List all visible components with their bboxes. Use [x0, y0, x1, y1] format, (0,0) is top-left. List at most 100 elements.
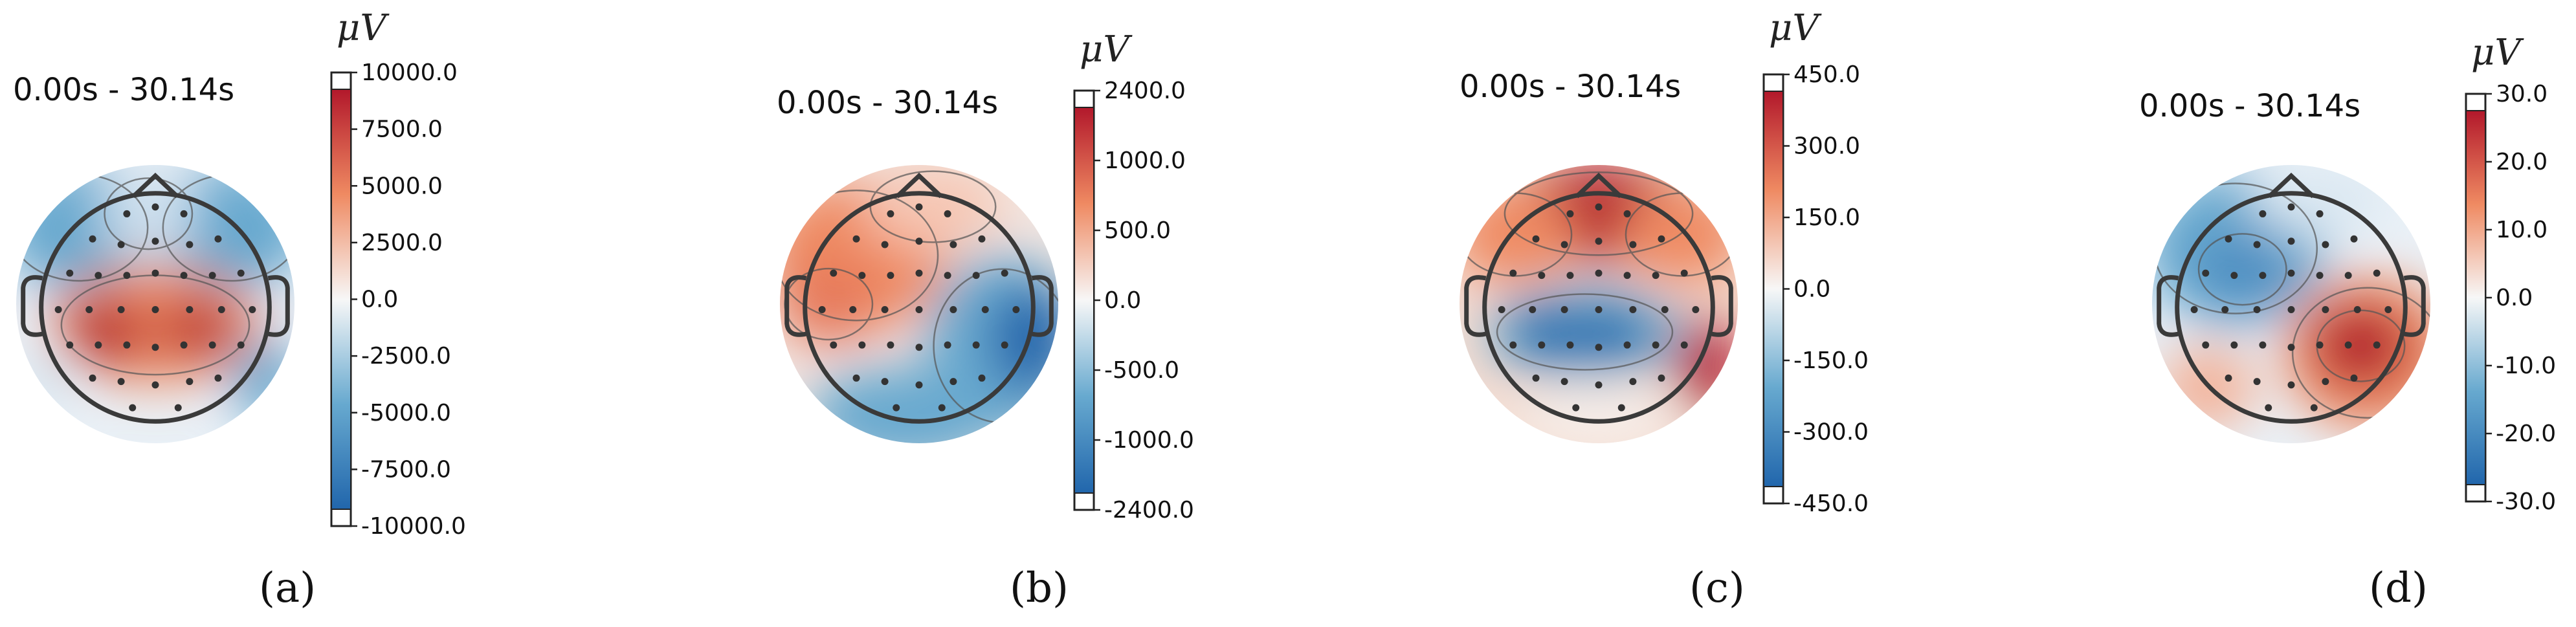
sensor-dot [944, 272, 951, 280]
sensor-dot [1498, 306, 1505, 314]
colorbar: 10000.0 7500.0 5000.0 2500.0 0.0 -2500.0 -5000… [330, 60, 466, 540]
sensor-dot [2287, 203, 2295, 211]
time-range-label: 0.00s - 30.14s [2139, 88, 2360, 124]
sensor-dot [1595, 381, 1603, 389]
sensor-dot [2259, 341, 2267, 349]
sensor-dot [1560, 378, 1568, 386]
sensor-dot [237, 341, 245, 349]
sensor-dot [915, 381, 923, 389]
sensor-dot [151, 203, 159, 211]
sensor-dot [1509, 341, 1517, 349]
sensor-dot [893, 404, 900, 412]
sensor-dot [852, 235, 860, 243]
sensor-dot [978, 374, 986, 382]
panel-label: (a) [259, 564, 316, 612]
sensor-dot [978, 235, 986, 243]
sensor-dot [2225, 235, 2232, 243]
sensor-dot [1566, 210, 1574, 217]
sensor-dot [858, 272, 866, 280]
sensor-dot [1529, 306, 1537, 314]
topomap-panel-b: 0.00s - 30.14s μV 2400.0 1000.0 500.0 0.0 -500… [777, 28, 1194, 612]
sensor-dot [915, 203, 923, 211]
sensor-dot [174, 404, 182, 412]
head-outline [1464, 172, 1733, 424]
right-ear-outline [1711, 275, 1733, 337]
sensor-dot [2253, 241, 2261, 248]
potential-region [16, 353, 72, 409]
panel-label: (c) [1689, 564, 1745, 612]
sensor-dots [818, 203, 1020, 412]
sensor-dot [915, 344, 923, 351]
sensor-dot [1538, 341, 1546, 349]
colorbar-tick-label: 500.0 [1104, 217, 1171, 244]
sensor-dot [887, 210, 894, 217]
colorbar: 30.0 20.0 10.0 0.0 -10.0 -20.0 -30.0 [2465, 81, 2556, 515]
sensor-dot [2265, 404, 2272, 412]
colorbar-tick-label: 10.0 [2496, 217, 2548, 243]
sensor-dot [1617, 404, 1625, 412]
sensor-dot [818, 306, 826, 314]
left-ear-outline [21, 275, 43, 337]
right-ear-outline [1031, 275, 1054, 337]
sensor-dot [2350, 235, 2358, 243]
sensor-dot [1692, 306, 1700, 314]
sensor-dot [217, 306, 225, 314]
sensor-dot [915, 269, 923, 277]
sensor-dot [1623, 210, 1631, 217]
sensor-dot [1661, 306, 1669, 314]
sensor-dot [1560, 241, 1568, 248]
colorbar-gradient [1074, 107, 1094, 494]
sensor-dot [1595, 237, 1603, 245]
nose-outline [1575, 172, 1623, 199]
sensor-dot [1629, 306, 1637, 314]
sensor-dot [2202, 341, 2210, 349]
sensor-dot [186, 306, 194, 314]
right-ear-outline [267, 275, 290, 337]
sensor-dot [1629, 241, 1637, 248]
sensor-dot [117, 241, 125, 248]
sensor-dot [2322, 241, 2329, 248]
colorbar: 450.0 300.0 150.0 0.0 -150.0 -300.0 -450.0 [1762, 61, 1869, 517]
colorbar-tick-label: 0.0 [361, 287, 398, 313]
sensor-dot [849, 306, 857, 314]
sensor-dot [1595, 203, 1603, 211]
sensor-dot [2287, 269, 2295, 277]
nose-outline [895, 172, 943, 199]
sensor-dot [1012, 306, 1020, 314]
unit-label: μV [1769, 7, 1822, 49]
colorbar-tick-label: -10000.0 [361, 513, 466, 540]
colorbar-tick-label: 450.0 [1793, 61, 1860, 88]
sensor-dot [1595, 306, 1603, 314]
sensor-dot [1629, 378, 1637, 386]
sensor-dot [151, 237, 159, 245]
sensor-dot [944, 210, 951, 217]
sensor-dot [214, 374, 222, 382]
colorbar-tick-label: -500.0 [1104, 357, 1179, 384]
panel-label: (b) [1010, 564, 1069, 612]
sensor-dot [208, 341, 216, 349]
colorbar-gradient [1763, 91, 1784, 487]
sensor-dots [54, 203, 256, 412]
sensor-dot [1658, 374, 1665, 382]
potential-region [1577, 307, 1648, 363]
sensor-dot [1658, 235, 1665, 243]
sensor-dots [2190, 203, 2392, 412]
colorbar-tick-label: -5000.0 [361, 400, 451, 426]
colorbar-tick-label: 0.0 [1104, 287, 1141, 314]
sensor-dot [89, 235, 96, 243]
colorbar-tick-label: 150.0 [1793, 204, 1860, 231]
colorbar-tick-label: 300.0 [1793, 133, 1860, 160]
sensor-dot [2253, 306, 2261, 314]
sensor-dot [1572, 404, 1580, 412]
sensor-dot [151, 269, 159, 277]
sensor-dot [1652, 341, 1660, 349]
time-range-label: 0.00s - 30.14s [1460, 69, 1681, 105]
colorbar-tick-label: -2400.0 [1104, 497, 1194, 523]
sensor-dot [123, 210, 131, 217]
sensor-dot [881, 241, 889, 248]
topomap-panel-d: 0.00s - 30.14s μV 30.0 20.0 10.0 0.0 -10.0 -20.… [2139, 32, 2556, 612]
colorbar-gradient [331, 89, 351, 510]
head-outline [784, 172, 1054, 424]
topomap-panel-a: 0.00s - 30.14s μV 10000.0 7500.0 5000.0 2500.… [13, 7, 466, 612]
